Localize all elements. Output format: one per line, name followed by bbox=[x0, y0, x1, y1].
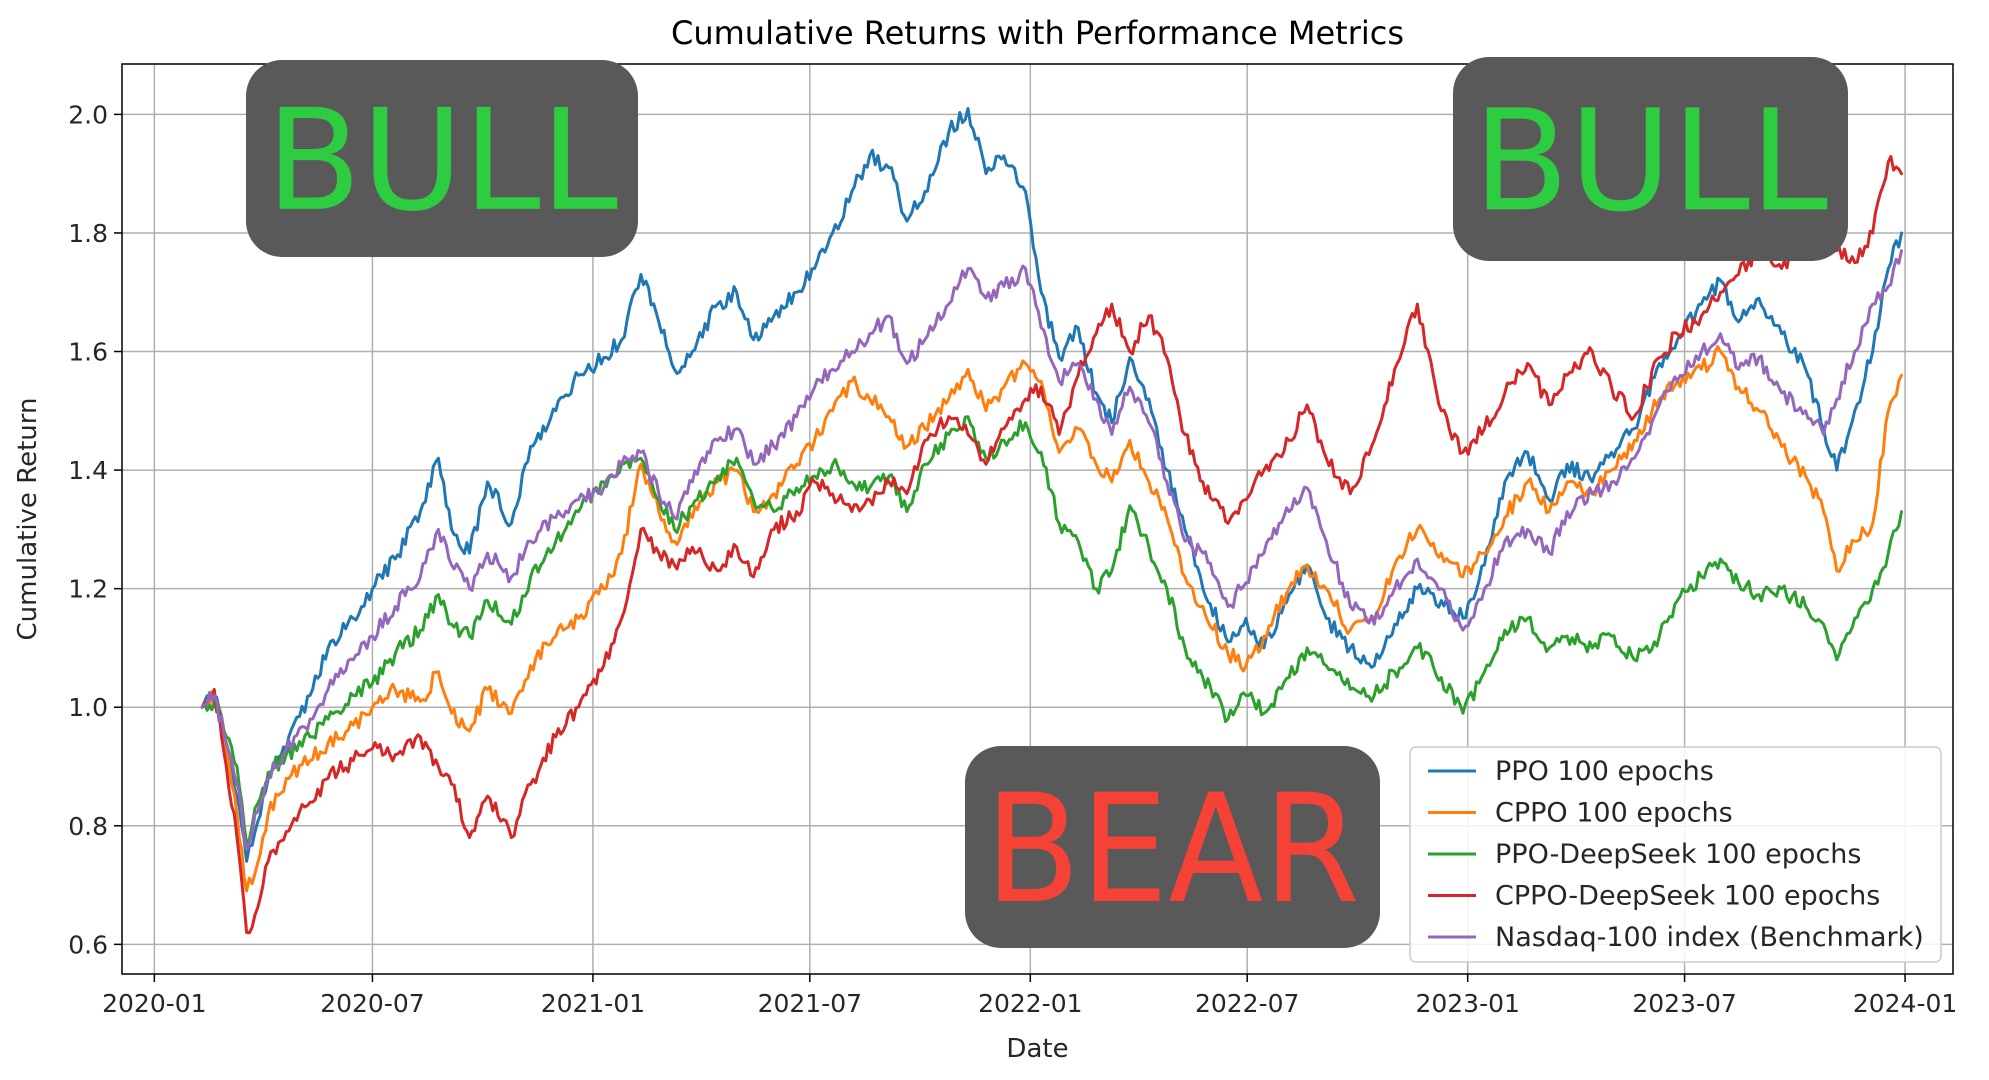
legend-entry: PPO 100 epochs bbox=[1428, 756, 1714, 787]
x-tick-label: 2020-07 bbox=[320, 989, 424, 1018]
series-line-3 bbox=[200, 415, 1903, 846]
bull-annotation: BULL bbox=[246, 60, 638, 257]
x-tick-label: 2023-01 bbox=[1415, 989, 1519, 1018]
bull-annotation-label: BULL bbox=[266, 80, 618, 243]
y-tick-label: 1.6 bbox=[68, 338, 108, 367]
x-tick-label: 2021-01 bbox=[541, 989, 645, 1018]
bear-annotation-box bbox=[965, 746, 1380, 948]
x-tick-label: 2022-07 bbox=[1195, 989, 1299, 1018]
x-tick-label: 2022-01 bbox=[978, 989, 1082, 1018]
y-tick-label: 2.0 bbox=[68, 100, 108, 129]
legend-entry: Nasdaq-100 index (Benchmark) bbox=[1428, 922, 1924, 953]
legend-entry: PPO-DeepSeek 100 epochs bbox=[1428, 839, 1861, 870]
x-tick-label: 2020-01 bbox=[102, 989, 206, 1018]
x-tick-label: 2023-07 bbox=[1632, 989, 1736, 1018]
bear-annotation: BEAR bbox=[965, 746, 1380, 948]
legend-label: CPPO 100 epochs bbox=[1495, 798, 1733, 829]
y-tick-label: 0.8 bbox=[68, 812, 108, 841]
plot-frame bbox=[121, 63, 1954, 975]
series-line-4 bbox=[200, 155, 1903, 935]
bull-annotation-label: BULL bbox=[1473, 80, 1828, 243]
bear-annotation-label: BEAR bbox=[985, 763, 1360, 937]
y-tick-label: 1.0 bbox=[68, 693, 108, 722]
legend-label: PPO-DeepSeek 100 epochs bbox=[1495, 839, 1861, 870]
y-axis-label: Cumulative Return bbox=[13, 398, 43, 641]
y-tick-label: 1.8 bbox=[68, 219, 108, 248]
series-layer bbox=[200, 107, 1903, 935]
bull-annotation-box bbox=[246, 60, 638, 257]
y-tick-label: 1.2 bbox=[68, 575, 108, 604]
legend-entry: CPPO 100 epochs bbox=[1428, 798, 1733, 829]
annotation-layer: BULL BULL BEAR bbox=[246, 57, 1848, 948]
legend-label: CPPO-DeepSeek 100 epochs bbox=[1495, 881, 1880, 912]
x-tick-label: 2024-01 bbox=[1853, 989, 1957, 1018]
tick-layer: 2020-01 2020-07 2021-01 2021-07 2022-01 2022-… bbox=[68, 100, 1957, 1018]
x-axis-label: Date bbox=[1006, 1034, 1068, 1064]
legend-label: PPO 100 epochs bbox=[1495, 756, 1714, 787]
legend: PPO 100 epochs CPPO 100 epochs PPO-DeepSee… bbox=[1409, 746, 1942, 963]
legend-box bbox=[1409, 746, 1942, 963]
x-tick-label: 2021-07 bbox=[758, 989, 862, 1018]
bull-annotation-box bbox=[1453, 57, 1848, 261]
legend-entry: CPPO-DeepSeek 100 epochs bbox=[1428, 881, 1880, 912]
y-tick-label: 0.6 bbox=[68, 930, 108, 959]
series-line-5 bbox=[200, 249, 1903, 851]
bull-annotation: BULL bbox=[1453, 57, 1848, 261]
legend-label: Nasdaq-100 index (Benchmark) bbox=[1495, 922, 1924, 953]
series-line-2 bbox=[200, 345, 1903, 893]
y-tick-label: 1.4 bbox=[68, 456, 108, 485]
series-line-1 bbox=[200, 107, 1903, 863]
chart-title: Cumulative Returns with Performance Metr… bbox=[671, 14, 1404, 52]
